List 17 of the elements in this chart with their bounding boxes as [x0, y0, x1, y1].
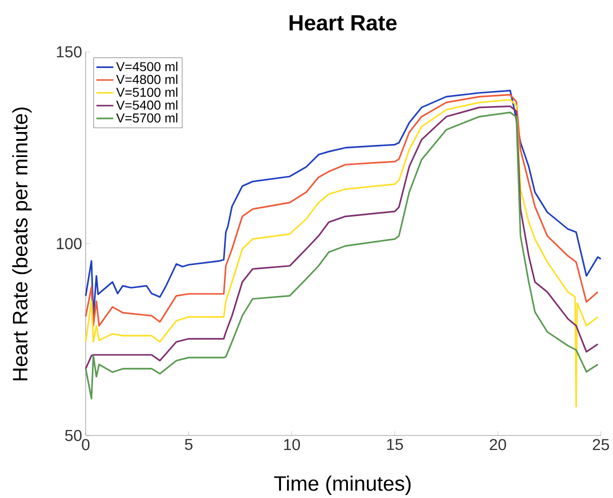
legend-label: V=4800 ml [116, 74, 178, 84]
x-tick-label: 5 [184, 438, 192, 450]
y-axis-title: Heart Rate (beats per minute) [12, 107, 32, 380]
y-tick-label: 50 [65, 430, 82, 441]
x-axis-title: Time (minutes) [274, 475, 411, 495]
x-tick-label: 10 [284, 438, 300, 450]
x-tick-label: 0 [82, 438, 90, 450]
x-tick-label: 20 [490, 438, 506, 450]
chart-title: Heart Rate [290, 15, 397, 30]
legend-label: V=5400 ml [116, 100, 178, 110]
legend-label: V=5700 ml [116, 112, 178, 122]
legend-label: V=4500 ml [116, 62, 178, 72]
x-tick-label: 15 [387, 438, 403, 450]
y-tick-label: 100 [56, 238, 82, 250]
x-tick-label: 25 [592, 438, 610, 450]
legend-label: V=5100 ml [116, 87, 178, 97]
y-tick-label: 150 [56, 46, 82, 58]
